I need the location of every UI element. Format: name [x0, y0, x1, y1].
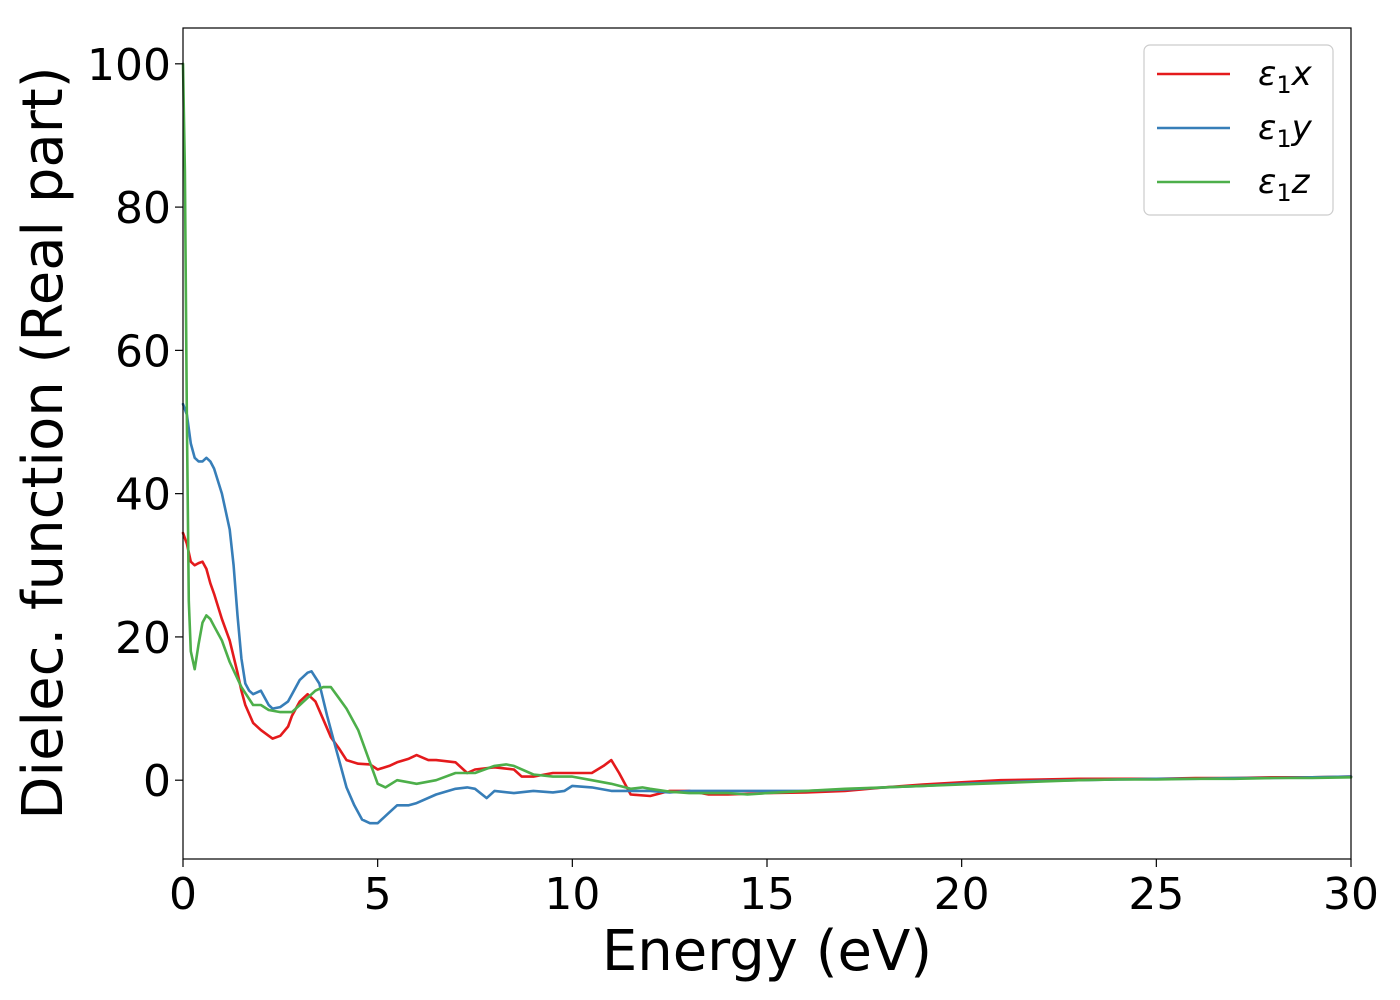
legend-label-x: ε1x: [1258, 54, 1313, 99]
series-layer: [181, 62, 1353, 825]
x-tick-label: 0: [169, 869, 197, 920]
x-tick-label: 5: [364, 869, 392, 920]
y-tick-label: 80: [115, 183, 171, 234]
y-axis-label: Dielec. function (Real part): [11, 66, 76, 819]
x-tick-label: 25: [1128, 869, 1184, 920]
x-tick-label: 15: [739, 869, 795, 920]
legend-box: [1143, 44, 1334, 216]
y-tick-label: 20: [115, 613, 171, 664]
y-tick-label: 60: [115, 326, 171, 377]
y-axis-ticks: 0 20 40 60 80 100: [87, 40, 183, 807]
x-tick-label: 10: [544, 869, 600, 920]
y-tick-label: 40: [115, 470, 171, 521]
legend-label-y: ε1y: [1258, 108, 1313, 153]
y-tick-label: 100: [87, 40, 171, 91]
legend: ε1x ε1y ε1z: [1143, 44, 1334, 216]
x-tick-label: 20: [934, 869, 990, 920]
legend-label-z: ε1z: [1258, 162, 1311, 207]
x-axis-ticks: 0 5 10 15 20 25 30: [169, 859, 1379, 920]
y-tick-label: 0: [143, 756, 171, 807]
series-line-z: [181, 62, 1353, 796]
x-tick-label: 30: [1323, 869, 1379, 920]
x-axis-label: Energy (eV): [602, 919, 932, 984]
